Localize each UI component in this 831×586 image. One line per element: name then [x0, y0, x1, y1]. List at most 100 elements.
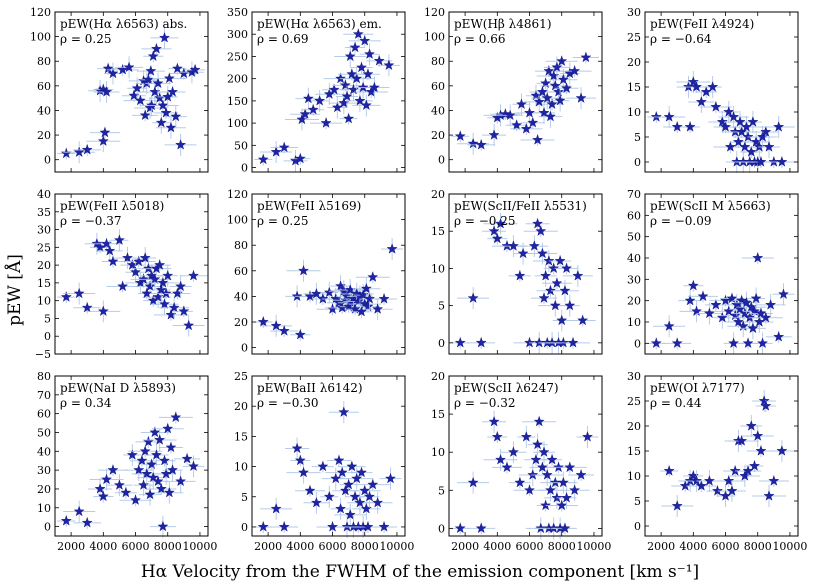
y-tick-label: 0 — [634, 337, 641, 350]
data-point — [323, 490, 335, 502]
data-point — [73, 505, 85, 517]
panel: 0 20 40 60 80 100 120 pEW(FeII λ5169)ρ = 0.25 — [227, 188, 406, 355]
data-point — [291, 442, 303, 454]
y-tick-label: 70 — [37, 389, 51, 402]
panel-frame — [251, 375, 406, 537]
data-point — [520, 431, 532, 442]
data-point — [454, 130, 466, 141]
data-point — [684, 294, 696, 306]
y-tick-label: 10 — [37, 295, 51, 308]
panel: 0 10 20 30 40 50 60 70 80 2000 4000 6000 8000 10000 pE… — [37, 370, 217, 553]
data-point — [454, 337, 466, 348]
y-tick-label: 40 — [234, 290, 248, 303]
data-point — [130, 494, 142, 505]
panel-correlation: ρ = −0.25 — [454, 214, 516, 228]
y-tick-label: 30 — [37, 224, 51, 237]
data-point — [349, 41, 361, 53]
data-point — [728, 111, 740, 122]
data-point — [726, 292, 738, 304]
x-tick-label: 10000 — [182, 540, 217, 553]
data-point — [73, 287, 85, 299]
data-point — [131, 82, 143, 93]
panel: 0 5 10 15 20 25 30 pEW(FeII λ4924)ρ = −0.64 — [627, 6, 799, 173]
data-point — [294, 152, 306, 164]
data-point — [355, 466, 368, 478]
y-tick-label: 60 — [431, 80, 445, 93]
data-point — [663, 320, 675, 331]
y-tick-label: 5 — [44, 312, 51, 325]
data-point — [330, 472, 342, 484]
data-point — [144, 488, 156, 500]
data-point — [362, 521, 374, 532]
y-tick-label: 80 — [431, 55, 445, 68]
data-point — [475, 139, 487, 150]
data-point — [120, 486, 132, 498]
panel: 0 5 10 15 20 25 30 2000 4000 6000 8000 10000 pEW(OI … — [627, 370, 807, 553]
y-tick-label: 10 — [627, 470, 641, 483]
y-tick-label: 0 — [241, 162, 248, 175]
y-tick-label: 0 — [438, 337, 445, 350]
x-tick-label: 4000 — [679, 540, 707, 553]
y-tick-label: 20 — [37, 259, 51, 272]
y-tick-label: 40 — [627, 252, 641, 265]
y-tick-label: 40 — [37, 445, 51, 458]
x-tick-label: 8000 — [548, 540, 576, 553]
data-point — [136, 454, 148, 466]
panel-frame — [644, 193, 799, 355]
data-point — [333, 454, 345, 466]
data-point — [97, 490, 109, 502]
y-axis-label: pEW [Å] — [4, 254, 25, 326]
data-point — [104, 245, 116, 256]
panel: −5 0 5 10 15 20 25 30 35 40 pEW(FeII λ5018)ρ = −0.… — [35, 188, 209, 361]
data-point — [707, 81, 719, 92]
x-tick-label: 2000 — [647, 540, 675, 553]
data-point — [538, 107, 550, 118]
data-point — [145, 65, 157, 76]
data-point — [745, 146, 757, 157]
data-point — [94, 241, 106, 253]
data-point — [121, 252, 133, 263]
y-tick-label: 50 — [37, 426, 51, 439]
data-point — [514, 270, 526, 281]
data-point — [298, 264, 310, 276]
data-point — [549, 299, 561, 311]
panel-frame — [54, 193, 209, 355]
data-point — [60, 291, 72, 302]
data-point — [170, 110, 182, 122]
data-point — [373, 55, 385, 66]
data-point — [343, 112, 355, 124]
data-point — [367, 271, 379, 282]
data-point — [157, 277, 169, 288]
data-point — [572, 270, 584, 281]
data-point — [351, 472, 363, 484]
data-point — [533, 96, 545, 107]
data-point — [298, 466, 310, 478]
data-point — [732, 136, 744, 147]
data-point — [520, 123, 532, 134]
data-point — [551, 61, 563, 73]
data-point — [167, 86, 179, 97]
data-point — [720, 121, 732, 132]
panel-title: pEW(FeII λ5169) — [257, 199, 361, 213]
data-point — [327, 521, 339, 532]
data-point — [270, 146, 282, 157]
y-tick-label: 20 — [431, 188, 445, 201]
data-point — [768, 475, 780, 486]
data-point — [532, 217, 544, 229]
y-tick-label: 80 — [37, 55, 51, 68]
data-point — [535, 225, 547, 236]
data-point — [163, 486, 175, 498]
data-point — [679, 480, 691, 491]
y-tick-label: 70 — [627, 188, 641, 201]
data-point — [740, 296, 752, 308]
data-point — [101, 473, 113, 485]
x-axis-label: Hα Velocity from the FWHM of the emissio… — [141, 562, 699, 582]
y-tick-label: 5 — [438, 484, 445, 497]
data-point — [559, 284, 571, 296]
data-point — [154, 259, 166, 270]
data-point — [755, 445, 767, 456]
data-point — [724, 141, 736, 152]
data-point — [703, 475, 715, 486]
